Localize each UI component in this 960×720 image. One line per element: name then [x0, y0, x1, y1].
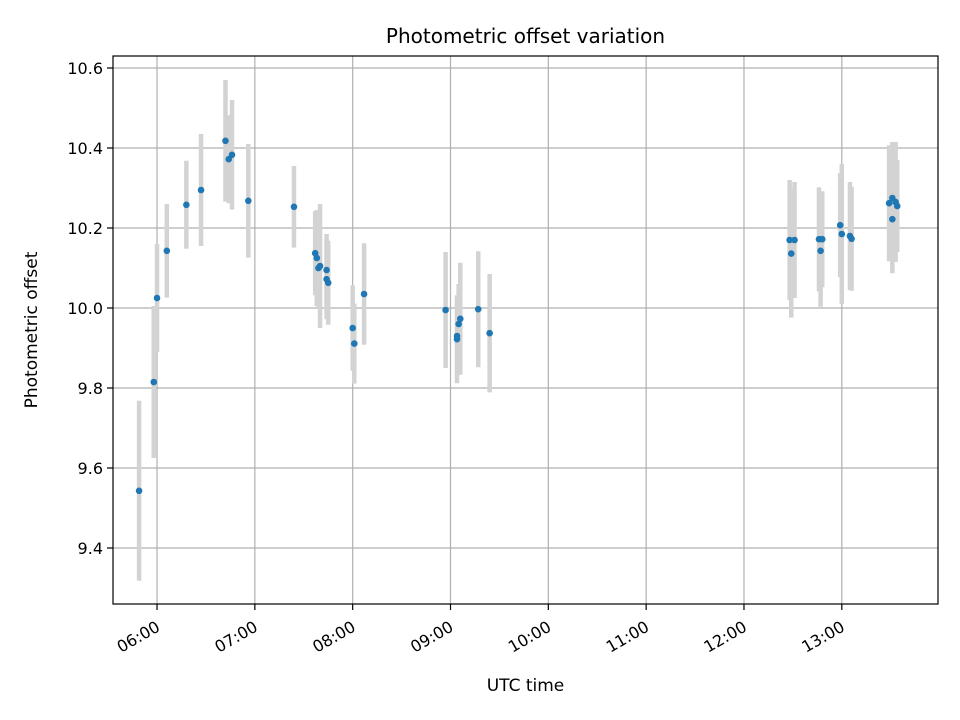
- data-point: [787, 250, 795, 257]
- data-point: [316, 262, 324, 270]
- data-point: [197, 186, 205, 194]
- error-bars: [136, 80, 900, 581]
- x-axis-label: UTC time: [487, 676, 565, 696]
- data-point: [885, 199, 893, 207]
- x-tick-label: 06:00: [114, 617, 163, 657]
- data-point: [245, 197, 252, 205]
- data-point: [351, 340, 358, 347]
- data-point: [442, 306, 449, 314]
- x-tick-label: 07:00: [211, 617, 260, 657]
- data-point: [360, 290, 368, 298]
- data-point: [453, 332, 461, 340]
- y-tick-label: 10.0: [67, 299, 103, 318]
- data-point: [791, 236, 798, 244]
- data-point: [290, 203, 298, 211]
- data-point: [153, 294, 161, 302]
- data-point: [786, 236, 793, 244]
- data-point: [486, 329, 493, 337]
- data-point: [455, 320, 462, 328]
- data-point: [474, 305, 482, 313]
- x-tick-label: 08:00: [309, 617, 358, 657]
- x-axis-ticks: 06:00 07:00 08:00 09:00 10:00 11:00 12:00 13:00: [114, 604, 848, 657]
- data-point: [848, 235, 855, 243]
- data-point: [135, 487, 143, 495]
- grid: [113, 56, 938, 604]
- x-tick-label: 11:00: [603, 617, 652, 657]
- data-point: [838, 230, 846, 238]
- y-tick-label: 9.8: [78, 379, 103, 398]
- data-point: [313, 254, 321, 262]
- data-point: [163, 247, 171, 255]
- data-point: [323, 266, 330, 274]
- data-point: [836, 221, 844, 229]
- x-tick-label: 13:00: [798, 617, 847, 657]
- y-tick-label: 10.2: [67, 219, 103, 238]
- y-tick-label: 9.6: [78, 459, 103, 478]
- y-tick-label: 10.6: [67, 59, 103, 78]
- data-point: [222, 137, 229, 145]
- y-axis-ticks: 9.4 9.6 9.8 10.0 10.2 10.4 10.6: [67, 59, 113, 558]
- y-tick-label: 9.4: [78, 539, 103, 558]
- data-point: [183, 201, 190, 209]
- x-tick-label: 09:00: [407, 617, 456, 657]
- y-tick-label: 10.4: [67, 139, 103, 158]
- data-point: [889, 215, 896, 223]
- data-point: [228, 151, 236, 159]
- data-point: [349, 324, 356, 332]
- data-point: [893, 202, 901, 210]
- chart-title: Photometric offset variation: [386, 24, 665, 48]
- x-tick-label: 12:00: [701, 617, 750, 657]
- data-point: [150, 378, 158, 386]
- x-tick-label: 10:00: [505, 617, 554, 657]
- data-point: [456, 315, 464, 323]
- plot-frame: [112, 55, 939, 605]
- data-point: [818, 235, 826, 243]
- y-axis-label: Photometric offset: [22, 251, 42, 408]
- data-point: [817, 247, 824, 255]
- data-points: [135, 137, 901, 495]
- data-point: [324, 279, 332, 287]
